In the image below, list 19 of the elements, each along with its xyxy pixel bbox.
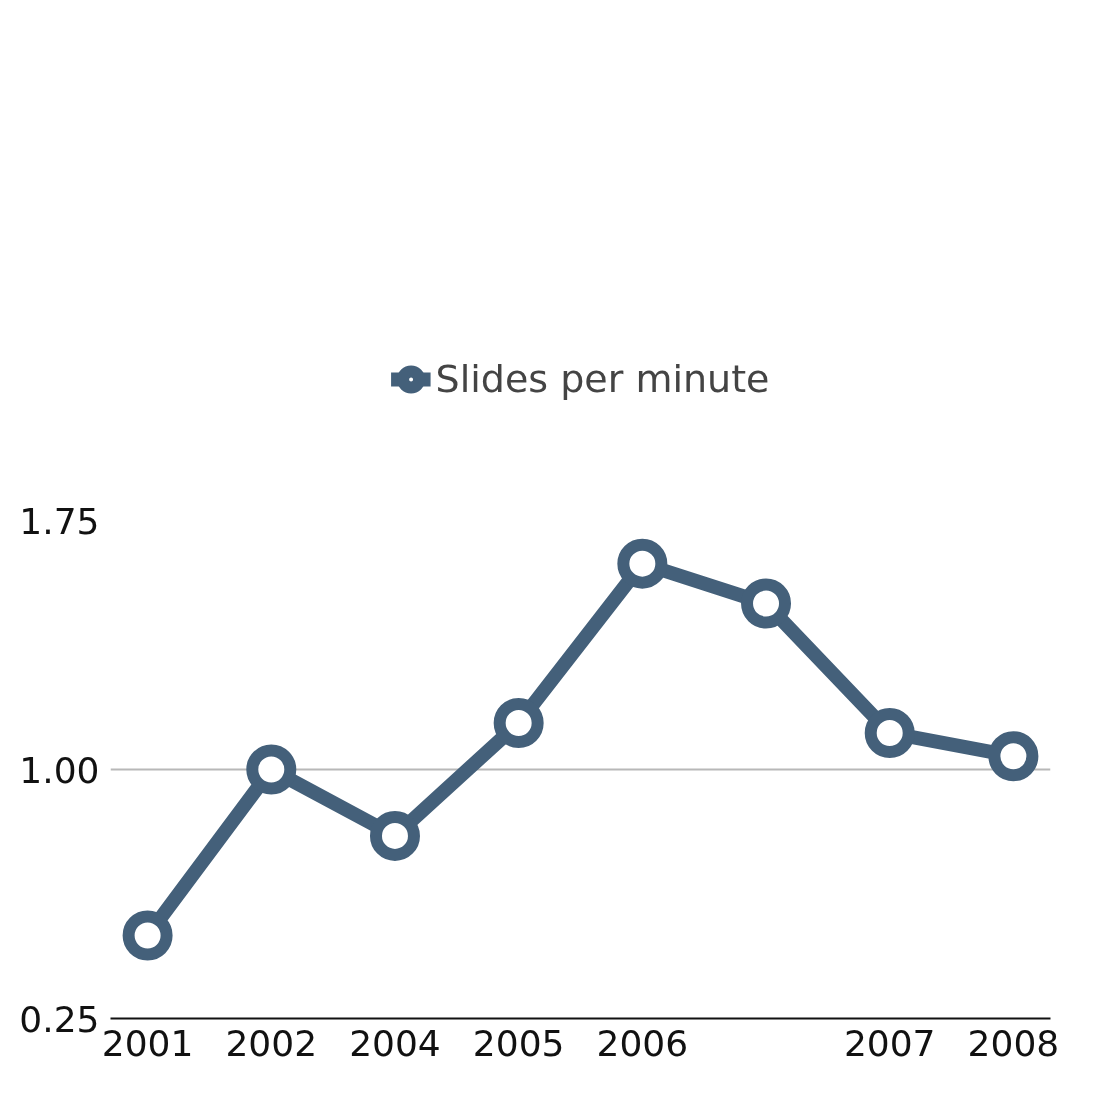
point xyxy=(369,810,420,861)
point xyxy=(493,698,544,748)
x-tick-label: 2008 xyxy=(967,1022,1060,1064)
y-tick-label: 1.00 xyxy=(19,749,100,791)
legend-label: Slides per minute xyxy=(435,357,770,401)
point xyxy=(122,910,173,961)
x-tick-label: 2004 xyxy=(349,1022,441,1064)
point xyxy=(988,731,1039,782)
x-tick-label: 2006 xyxy=(596,1022,689,1064)
x-tick-label: 2002 xyxy=(225,1022,318,1064)
x-tick-label: 2005 xyxy=(472,1022,565,1064)
x-tick-label: 2001 xyxy=(101,1022,194,1064)
point xyxy=(246,744,297,795)
point xyxy=(741,578,792,629)
point xyxy=(864,708,915,758)
point xyxy=(617,538,668,589)
y-tick-label: 0.25 xyxy=(19,998,100,1040)
y-tick-label: 1.75 xyxy=(19,500,100,542)
x-tick-label: 2007 xyxy=(843,1022,936,1064)
